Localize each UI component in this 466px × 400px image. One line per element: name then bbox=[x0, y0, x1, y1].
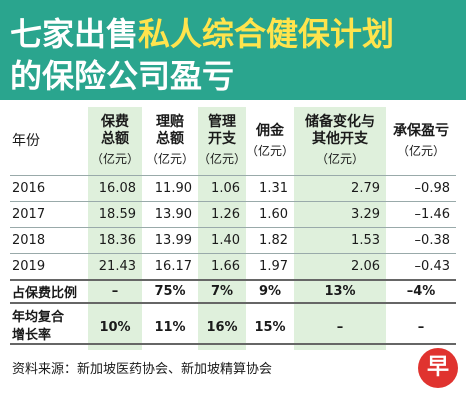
growth-label-line1: 年均复合 bbox=[12, 310, 65, 325]
underwriting-cell: –0.38 bbox=[386, 227, 456, 253]
reserves-cell: 3.29 bbox=[294, 201, 386, 227]
premium-cell: 21.43 bbox=[88, 253, 142, 279]
ratio-underwriting-cell: –4% bbox=[386, 279, 456, 304]
title-plain: 七家出售 bbox=[10, 15, 139, 53]
claims-cell: 16.17 bbox=[142, 253, 198, 279]
table-row: 2017 18.59 13.90 1.26 1.60 3.29 –1.46 bbox=[10, 201, 456, 227]
header-premium-line1: 保费 bbox=[101, 114, 129, 130]
header-admin-unit: （亿元） bbox=[198, 152, 247, 166]
header-reserves-line2: 其他开支 bbox=[312, 131, 368, 147]
profit-loss-table: 年份 保费 总额 （亿元） 理赔 总额 （亿元） 管理 开支 （亿元） 佣金 （… bbox=[10, 107, 456, 350]
ratio-reserves-cell: 13% bbox=[294, 279, 386, 304]
reserves-cell: 2.06 bbox=[294, 253, 386, 279]
premium-cell: 18.36 bbox=[88, 227, 142, 253]
premium-cell: 18.59 bbox=[88, 201, 142, 227]
header-underwriting-line1: 承保盈亏 bbox=[393, 122, 449, 139]
year-cell: 2018 bbox=[10, 227, 88, 253]
commission-cell: 1.60 bbox=[246, 201, 294, 227]
header-reserves-unit: （亿元） bbox=[315, 152, 364, 166]
admin-cell: 1.40 bbox=[198, 227, 246, 253]
growth-commission-cell: 15% bbox=[254, 319, 286, 335]
header-commission: 佣金 （亿元） bbox=[246, 107, 294, 175]
header-reserves-line1: 储备变化与 bbox=[305, 114, 375, 130]
growth-premium-cell: 10% bbox=[88, 304, 142, 350]
underwriting-cell: –0.98 bbox=[386, 175, 456, 201]
underwriting-cell: –1.46 bbox=[386, 201, 456, 227]
header-underwriting-unit: （亿元） bbox=[396, 143, 445, 158]
header-claims-unit: （亿元） bbox=[145, 152, 194, 166]
zaobao-logo-icon: 早 bbox=[418, 348, 458, 388]
table-row: 2018 18.36 13.99 1.40 1.82 1.53 –0.38 bbox=[10, 227, 456, 253]
reserves-cell: 2.79 bbox=[294, 175, 386, 201]
header-admin-line1: 管理 bbox=[208, 114, 236, 130]
admin-cell: 1.26 bbox=[198, 201, 246, 227]
ratio-commission-cell: 9% bbox=[246, 279, 294, 304]
header-commission-unit: （亿元） bbox=[246, 143, 295, 158]
claims-cell: 13.99 bbox=[142, 227, 198, 253]
title-banner: 七家出售私人综合健保计划 的保险公司盈亏 bbox=[0, 0, 466, 100]
header-premium-line2: 总额 bbox=[101, 131, 129, 147]
commission-cell: 1.97 bbox=[246, 253, 294, 279]
header-commission-line1: 佣金 bbox=[256, 122, 284, 139]
ratio-label: 占保费比例 bbox=[10, 279, 88, 304]
header-premium-unit: （亿元） bbox=[90, 152, 139, 166]
premium-cell: 16.08 bbox=[88, 175, 142, 201]
table-row: 2019 21.43 16.17 1.66 1.97 2.06 –0.43 bbox=[10, 253, 456, 279]
year-cell: 2017 bbox=[10, 201, 88, 227]
footer-divider bbox=[10, 343, 456, 345]
year-cell: 2019 bbox=[10, 253, 88, 279]
growth-claims-cell: 11% bbox=[154, 319, 186, 335]
reserves-cell: 1.53 bbox=[294, 227, 386, 253]
title-line-2: 的保险公司盈亏 bbox=[10, 57, 235, 95]
growth-label: 年均复合 增长率 bbox=[10, 304, 88, 350]
header-underwriting: 承保盈亏 （亿元） bbox=[386, 107, 456, 175]
admin-cell: 1.06 bbox=[198, 175, 246, 201]
growth-admin-cell: 16% bbox=[198, 304, 246, 350]
table-header-row: 年份 保费 总额 （亿元） 理赔 总额 （亿元） 管理 开支 （亿元） 佣金 （… bbox=[10, 107, 456, 175]
ratio-premium-cell: – bbox=[88, 279, 142, 304]
underwriting-cell: –0.43 bbox=[386, 253, 456, 279]
source-note: 资料来源：新加坡医药协会、新加坡精算协会 bbox=[12, 362, 273, 377]
title-line-1: 七家出售私人综合健保计划 bbox=[10, 14, 394, 54]
header-admin-line2: 开支 bbox=[208, 131, 236, 147]
header-premium: 保费 总额 （亿元） bbox=[88, 107, 142, 175]
ratio-row: 占保费比例 – 75% 7% 9% 13% –4% bbox=[10, 279, 456, 304]
claims-cell: 13.90 bbox=[142, 201, 198, 227]
header-claims-line2: 总额 bbox=[156, 131, 184, 147]
commission-cell: 1.82 bbox=[246, 227, 294, 253]
table-row: 2016 16.08 11.90 1.06 1.31 2.79 –0.98 bbox=[10, 175, 456, 201]
growth-underwriting-cell: – bbox=[417, 319, 425, 335]
header-year: 年份 bbox=[10, 107, 88, 175]
ratio-admin-cell: 7% bbox=[198, 279, 246, 304]
year-cell: 2016 bbox=[10, 175, 88, 201]
header-reserves: 储备变化与 其他开支 （亿元） bbox=[294, 107, 386, 175]
admin-cell: 1.66 bbox=[198, 253, 246, 279]
title-highlight: 私人综合健保计划 bbox=[138, 15, 395, 53]
commission-cell: 1.31 bbox=[246, 175, 294, 201]
header-admin: 管理 开支 （亿元） bbox=[198, 107, 246, 175]
ratio-claims-cell: 75% bbox=[142, 279, 198, 304]
growth-reserves-cell: – bbox=[294, 304, 386, 350]
growth-label-line2: 增长率 bbox=[12, 328, 52, 343]
header-year-label: 年份 bbox=[12, 132, 40, 149]
header-claims-line1: 理赔 bbox=[156, 114, 184, 130]
claims-cell: 11.90 bbox=[142, 175, 198, 201]
growth-row: 年均复合增长率 10% 11% 16% 15% – – bbox=[10, 304, 456, 350]
logo-glyph: 早 bbox=[426, 355, 449, 380]
header-claims: 理赔 总额 （亿元） bbox=[142, 107, 198, 175]
